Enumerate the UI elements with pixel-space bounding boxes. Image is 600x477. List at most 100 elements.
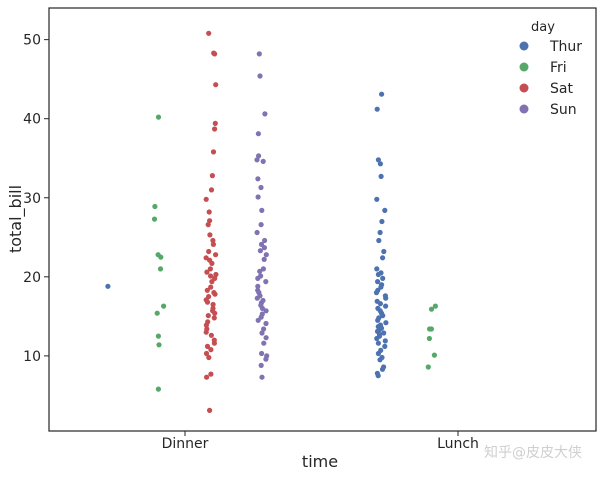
point-sat: [208, 284, 214, 290]
legend-marker-sun: [519, 104, 529, 114]
point-thur: [382, 338, 388, 344]
point-sun: [261, 340, 267, 346]
point-thur: [382, 343, 388, 349]
point-sat: [207, 232, 213, 238]
point-sat: [205, 222, 211, 228]
point-thur: [375, 373, 381, 379]
point-thur: [381, 330, 387, 336]
point-sun: [256, 51, 262, 57]
point-thur: [377, 229, 383, 236]
legend-marker-sat: [519, 83, 529, 93]
plot-frame: [48, 7, 597, 432]
point-sun: [258, 222, 264, 228]
point-thur: [381, 248, 387, 255]
point-sun: [263, 308, 269, 314]
point-sun: [255, 317, 261, 323]
x-axis-label: time: [302, 452, 338, 471]
point-sun: [257, 73, 263, 79]
legend-marker-fri: [519, 62, 529, 72]
y-tick-label: 50: [23, 33, 41, 49]
point-thur: [380, 255, 386, 261]
point-sat: [206, 354, 212, 361]
point-sat: [203, 329, 209, 335]
point-fri: [428, 306, 435, 312]
point-sat: [204, 287, 210, 293]
point-sun: [260, 266, 266, 272]
point-sat: [203, 322, 209, 328]
point-thur: [379, 91, 385, 97]
point-fri: [431, 352, 437, 358]
point-fri: [156, 342, 162, 348]
point-sun: [256, 153, 262, 159]
point-sat: [210, 237, 216, 244]
point-fri: [155, 386, 161, 392]
x-tick-label: Dinner: [162, 436, 209, 452]
point-fri: [154, 310, 160, 316]
point-sat: [208, 347, 214, 353]
point-fri: [432, 303, 438, 309]
point-sat: [208, 371, 214, 377]
legend-label-fri: Fri: [550, 60, 567, 76]
point-sun: [259, 374, 265, 380]
point-sat: [204, 269, 210, 275]
point-thur: [380, 313, 386, 319]
point-sat: [210, 241, 216, 247]
point-sun: [259, 207, 265, 213]
point-sun: [263, 356, 269, 362]
watermark-text: 知乎@皮皮大侠: [484, 444, 582, 461]
point-sun: [255, 176, 261, 182]
y-tick-label: 40: [23, 112, 41, 128]
y-tick-label: 10: [23, 349, 41, 365]
point-thur: [374, 196, 380, 202]
point-sun: [255, 283, 261, 289]
point-sat: [208, 332, 214, 338]
point-sun: [260, 158, 266, 164]
point-fri: [426, 335, 432, 342]
x-axis-ticks: Dinner Lunch: [162, 431, 479, 452]
point-sat: [211, 340, 217, 346]
point-sat: [212, 126, 218, 132]
point-sun: [254, 229, 260, 236]
point-thur: [379, 218, 385, 225]
point-thur: [375, 157, 381, 163]
point-sat: [212, 120, 218, 126]
point-thur: [380, 275, 386, 281]
point-thur: [375, 271, 381, 278]
point-sun: [254, 157, 260, 163]
point-sat: [207, 407, 213, 413]
point-sun: [261, 256, 267, 262]
point-sun: [255, 275, 261, 281]
point-sat: [209, 173, 215, 179]
legend-label-sun: Sun: [550, 102, 577, 118]
point-sat: [208, 273, 214, 279]
point-fri: [161, 303, 167, 309]
x-tick-label: Lunch: [437, 436, 479, 452]
point-sun: [263, 335, 269, 341]
point-sun: [261, 326, 267, 332]
point-sun: [262, 111, 268, 117]
point-sun: [258, 362, 264, 368]
point-thur: [375, 279, 381, 285]
point-sat: [205, 313, 211, 319]
point-thur: [375, 317, 381, 323]
point-sat: [204, 299, 211, 305]
legend-label-sat: Sat: [550, 81, 573, 97]
data-points: [105, 30, 438, 413]
point-fri: [157, 266, 164, 272]
point-thur: [377, 161, 383, 167]
point-fri: [155, 333, 161, 339]
y-tick-label: 20: [23, 270, 41, 286]
point-sat: [210, 149, 217, 155]
point-thur: [383, 295, 389, 301]
point-fri: [425, 364, 431, 370]
point-sun: [254, 295, 260, 301]
point-sun: [263, 320, 269, 327]
point-sun: [262, 237, 268, 244]
point-sat: [203, 350, 210, 357]
point-sat: [206, 30, 212, 36]
point-fri: [152, 203, 158, 210]
point-sat: [213, 252, 219, 258]
point-thur: [374, 266, 380, 272]
point-thur: [374, 106, 380, 112]
